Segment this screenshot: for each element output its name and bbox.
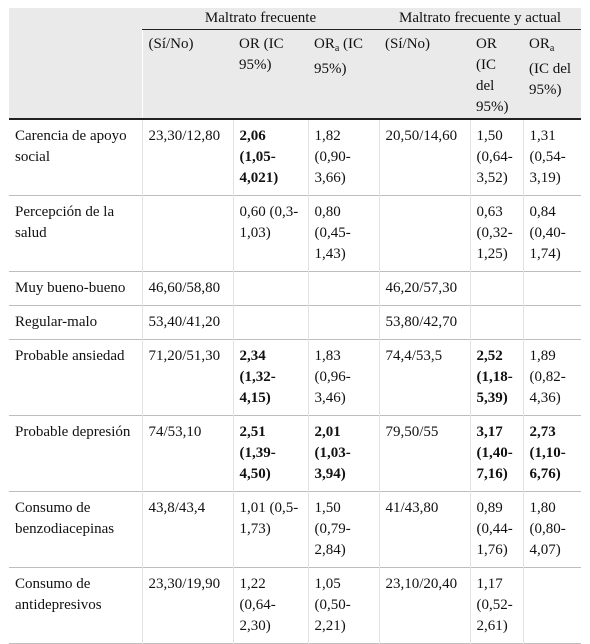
cell-or-2: 3,17 (1,40-7,16) bbox=[470, 415, 524, 492]
cell-or-2 bbox=[470, 305, 524, 340]
table-row: Muy bueno-bueno 46,60/58,80 46,20/57,30 bbox=[9, 271, 582, 306]
ora-1-subscript: a bbox=[334, 43, 340, 54]
row-label: Consumo de benzodiacepinas bbox=[9, 491, 143, 568]
ora-1-rest: (IC 95%) bbox=[314, 36, 364, 77]
cell-ora-1 bbox=[308, 305, 380, 340]
col-header-or-2: OR (IC del 95%) bbox=[470, 29, 524, 119]
cell-ora-2 bbox=[523, 272, 581, 306]
row-label: Percepción de la salud bbox=[9, 195, 143, 272]
cell-or-2 bbox=[470, 271, 524, 306]
cell-si-no-2: 53,80/42,70 bbox=[379, 305, 471, 340]
header-label-cell bbox=[9, 29, 143, 119]
row-label: Regular-malo bbox=[9, 305, 143, 340]
cell-si-no-1: 46,60/58,80 bbox=[142, 271, 234, 306]
cell-si-no-2: 79,50/55 bbox=[379, 415, 471, 492]
cell-or-2: 2,52 (1,18-5,39) bbox=[470, 339, 524, 416]
cell-si-no-1: 53,40/41,20 bbox=[142, 305, 234, 340]
ora-2-subscript: a bbox=[549, 43, 555, 54]
group-header-maltrato-frecuente: Maltrato frecuente bbox=[142, 8, 380, 30]
cell-si-no-2: 74,4/53,5 bbox=[379, 339, 471, 416]
table-row: Consumo de benzodiacepinas 43,8/43,4 1,0… bbox=[9, 491, 582, 568]
results-table: Maltrato frecuente Maltrato frecuente y … bbox=[9, 8, 582, 644]
cell-si-no-1 bbox=[142, 195, 234, 272]
row-label: Probable ansiedad bbox=[9, 339, 143, 416]
cell-si-no-1: 23,30/12,80 bbox=[142, 119, 234, 196]
group-header-maltrato-frecuente-actual: Maltrato frecuente y actual bbox=[379, 8, 582, 30]
cell-ora-1: 1,82 (0,90-3,66) bbox=[308, 119, 380, 196]
cell-si-no-1: 43,8/43,4 bbox=[142, 491, 234, 568]
cell-or-1: 2,06 (1,05-4,021) bbox=[233, 119, 309, 196]
col-header-ora-1: ORa (IC 95%) bbox=[308, 29, 380, 119]
cell-si-no-2 bbox=[379, 195, 471, 272]
cell-or-1: 2,34 (1,32-4,15) bbox=[233, 339, 309, 416]
cell-ora-2: 1,80 (0,80-4,07) bbox=[529, 500, 566, 558]
table-row: Regular-malo 53,40/41,20 53,80/42,70 bbox=[9, 305, 582, 340]
col-header-ora-2: ORa (IC del 95%) bbox=[523, 29, 582, 119]
cell-si-no-2: 41/43,80 bbox=[379, 491, 471, 568]
col-header-si-no-2: (Sí/No) bbox=[379, 29, 471, 119]
cell-ora-2: 1,89 (0,82-4,36) bbox=[529, 348, 566, 406]
row-label: Carencia de apoyo social bbox=[9, 119, 143, 196]
cell-ora-2: 1,31 (0,54-3,19) bbox=[529, 128, 566, 186]
cell-or-1: 2,51 (1,39-4,50) bbox=[233, 415, 309, 492]
cell-or-2: 0,63 (0,32-1,25) bbox=[470, 195, 524, 272]
cell-or-1: 1,01 (0,5-1,73) bbox=[233, 491, 309, 568]
cell-or-2: 0,89 (0,44-1,76) bbox=[470, 491, 524, 568]
header-blank bbox=[9, 8, 142, 30]
cell-or-1 bbox=[233, 305, 309, 340]
col-header-or-1: OR (IC 95%) bbox=[233, 29, 308, 119]
cell-si-no-1: 74/53,10 bbox=[142, 415, 234, 492]
cell-ora-1: 1,50 (0,79-2,84) bbox=[308, 491, 380, 568]
table-row: Percepción de la salud 0,60 (0,3-1,03) 0… bbox=[9, 195, 582, 272]
cell-si-no-2: 20,50/14,60 bbox=[379, 119, 471, 196]
row-label: Muy bueno-bueno bbox=[9, 271, 143, 306]
cell-ora-1: 2,01 (1,03-3,94) bbox=[308, 415, 380, 492]
cell-ora-1: 1,83 (0,96-3,46) bbox=[308, 339, 380, 416]
cell-or-2: 1,50 (0,64-3,52) bbox=[470, 119, 524, 196]
cell-ora-2 bbox=[523, 306, 581, 340]
table-row: Probable depresión 74/53,10 2,51 (1,39-4… bbox=[9, 415, 582, 492]
column-header-row: (Sí/No) OR (IC 95%) ORa (IC 95%) (Sí/No)… bbox=[9, 29, 582, 119]
col-header-si-no-1: (Sí/No) bbox=[142, 29, 233, 119]
cell-ora-2: 2,73 (1,10-6,76) bbox=[529, 424, 566, 482]
ora-2-main: OR bbox=[529, 36, 550, 52]
ora-1-main: OR bbox=[314, 36, 335, 52]
cell-ora-1 bbox=[308, 271, 380, 306]
cell-si-no-2: 46,20/57,30 bbox=[379, 271, 471, 306]
cell-ora-2: 0,84 (0,40-1,74) bbox=[529, 204, 566, 262]
cell-si-no-1: 71,20/51,30 bbox=[142, 339, 234, 416]
row-label: Probable depresión bbox=[9, 415, 143, 492]
group-header-row: Maltrato frecuente Maltrato frecuente y … bbox=[9, 8, 582, 30]
table-row: Carencia de apoyo social 23,30/12,80 2,0… bbox=[9, 119, 582, 196]
cell-or-1 bbox=[233, 271, 309, 306]
table-row: Probable ansiedad 71,20/51,30 2,34 (1,32… bbox=[9, 339, 582, 416]
cell-ora-1: 0,80 (0,45-1,43) bbox=[308, 195, 380, 272]
ora-2-rest: (IC del 95%) bbox=[529, 61, 572, 98]
cell-or-1: 0,60 (0,3-1,03) bbox=[233, 195, 309, 272]
